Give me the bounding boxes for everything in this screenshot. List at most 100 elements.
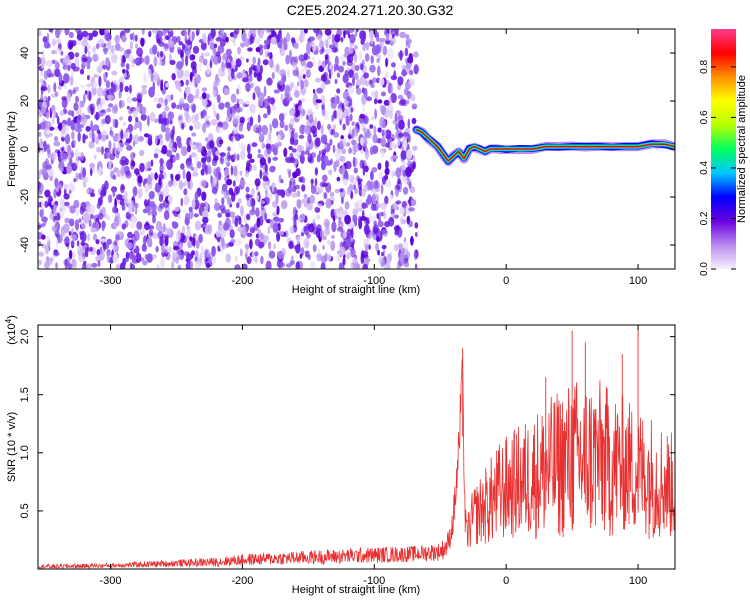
noise-blob	[54, 68, 61, 78]
noise-blob	[322, 245, 325, 250]
noise-blob	[330, 68, 334, 76]
noise-blob	[239, 56, 245, 61]
noise-blob	[401, 65, 409, 71]
noise-blob	[191, 132, 197, 137]
noise-blob	[101, 220, 105, 232]
noise-blob	[385, 160, 389, 170]
noise-blob	[255, 194, 259, 201]
noise-blob	[336, 176, 341, 182]
noise-blob	[352, 213, 358, 224]
noise-blob	[132, 125, 138, 131]
noise-blob	[85, 125, 91, 132]
noise-blob	[55, 239, 59, 248]
noise-blob	[354, 45, 358, 50]
noise-blob	[92, 221, 96, 230]
noise-blob	[337, 227, 344, 232]
noise-blob	[341, 164, 346, 175]
noise-blob	[75, 148, 79, 159]
noise-blob	[79, 68, 85, 75]
noise-blob	[209, 38, 215, 50]
noise-blob	[143, 235, 147, 246]
noise-blob	[78, 254, 85, 263]
noise-blob	[316, 120, 321, 131]
noise-blob	[303, 198, 308, 208]
noise-blob	[342, 123, 346, 131]
noise-blob	[369, 124, 374, 129]
noise-blob	[167, 111, 175, 120]
noise-blob	[154, 147, 161, 154]
noise-blob	[210, 54, 214, 63]
noise-blob	[216, 113, 220, 121]
noise-blob	[57, 183, 63, 190]
noise-blob	[92, 233, 98, 241]
noise-blob	[394, 214, 399, 219]
noise-blob	[73, 140, 76, 146]
noise-blob	[246, 121, 251, 132]
noise-blob	[100, 98, 106, 106]
noise-blob	[86, 74, 90, 81]
noise-blob	[95, 239, 100, 245]
noise-blob	[406, 133, 411, 139]
noise-blob	[357, 207, 363, 212]
noise-blob	[414, 263, 418, 269]
noise-blob	[146, 253, 154, 263]
noise-blob	[110, 131, 115, 138]
noise-blob	[354, 187, 358, 195]
noise-blob	[168, 246, 172, 254]
noise-blob	[213, 81, 218, 93]
noise-blob	[292, 69, 299, 77]
noise-blob	[61, 96, 68, 101]
noise-blob	[402, 186, 409, 195]
noise-blob	[125, 138, 132, 144]
noise-blob	[109, 160, 113, 166]
noise-blob	[404, 47, 409, 57]
noise-blob	[160, 257, 165, 269]
noise-blob	[231, 135, 234, 143]
noise-blob	[145, 221, 150, 227]
noise-blob	[239, 179, 246, 188]
noise-blob	[228, 187, 234, 196]
noise-blob	[317, 256, 321, 261]
signal-track-band	[415, 128, 675, 163]
noise-blob	[377, 249, 380, 256]
noise-blob	[399, 206, 405, 215]
noise-blob	[200, 41, 207, 51]
noise-blob	[291, 192, 299, 198]
noise-blob	[119, 81, 124, 93]
noise-blob	[90, 105, 95, 114]
noise-blob	[162, 29, 166, 36]
noise-blob	[407, 56, 414, 64]
noise-blob	[369, 64, 376, 73]
noise-blob	[226, 161, 231, 167]
noise-blob	[257, 149, 261, 154]
noise-blob	[362, 103, 365, 113]
noise-blob	[267, 95, 271, 103]
noise-blob	[83, 212, 90, 224]
noise-blob	[275, 193, 279, 205]
noise-blob	[154, 118, 159, 124]
noise-blob	[135, 43, 138, 49]
noise-blob	[410, 237, 414, 243]
noise-blob	[372, 193, 377, 205]
noise-blob	[272, 223, 279, 233]
noise-blob	[376, 57, 380, 64]
noise-blob	[263, 39, 270, 45]
noise-blob	[407, 39, 411, 49]
noise-blob	[103, 72, 107, 81]
noise-blob	[226, 48, 232, 56]
noise-blob	[319, 230, 325, 239]
noise-blob	[230, 93, 237, 104]
noise-blob	[52, 215, 57, 223]
noise-blob	[185, 79, 189, 86]
noise-blob	[155, 220, 163, 232]
noise-blob	[59, 110, 65, 116]
noise-blob	[189, 125, 194, 131]
noise-blob	[89, 204, 96, 215]
noise-blob	[345, 160, 352, 170]
noise-blob	[353, 72, 359, 80]
noise-blob	[143, 72, 147, 84]
noise-blob	[346, 96, 351, 102]
noise-blob	[348, 134, 353, 140]
noise-blob	[211, 186, 218, 194]
noise-blob	[68, 249, 73, 260]
